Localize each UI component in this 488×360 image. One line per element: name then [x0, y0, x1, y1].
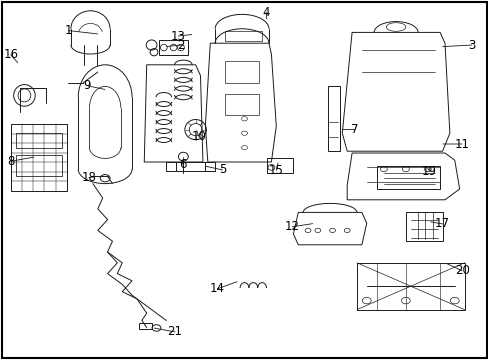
Text: 3: 3: [467, 39, 475, 51]
Bar: [266, 158, 293, 173]
Bar: [405, 212, 442, 241]
Text: 1: 1: [64, 24, 72, 37]
Text: 20: 20: [454, 264, 468, 277]
Text: 13: 13: [171, 30, 185, 42]
Text: 11: 11: [454, 138, 468, 150]
Bar: [224, 94, 259, 115]
Text: 18: 18: [81, 171, 96, 184]
Text: 4: 4: [262, 6, 270, 19]
Text: 16: 16: [3, 48, 18, 61]
Bar: [159, 40, 188, 55]
Bar: [16, 133, 62, 148]
Text: 6: 6: [179, 158, 187, 171]
Text: 2: 2: [177, 39, 184, 51]
Bar: [356, 263, 464, 310]
Bar: [16, 155, 62, 176]
Text: 9: 9: [83, 79, 91, 92]
Text: 12: 12: [285, 220, 299, 233]
Bar: [224, 31, 261, 41]
Text: 5: 5: [218, 163, 226, 176]
Bar: [139, 323, 151, 329]
Bar: [376, 166, 439, 189]
Bar: [224, 61, 259, 83]
Text: 17: 17: [434, 217, 449, 230]
Text: 10: 10: [191, 130, 206, 143]
Bar: [327, 86, 339, 151]
Text: 14: 14: [210, 282, 224, 295]
Text: 19: 19: [421, 165, 436, 177]
Text: 15: 15: [268, 164, 283, 177]
Text: 8: 8: [7, 155, 15, 168]
Text: 7: 7: [350, 123, 358, 136]
Bar: [11, 124, 67, 191]
Bar: [166, 162, 215, 171]
Text: 21: 21: [167, 325, 182, 338]
